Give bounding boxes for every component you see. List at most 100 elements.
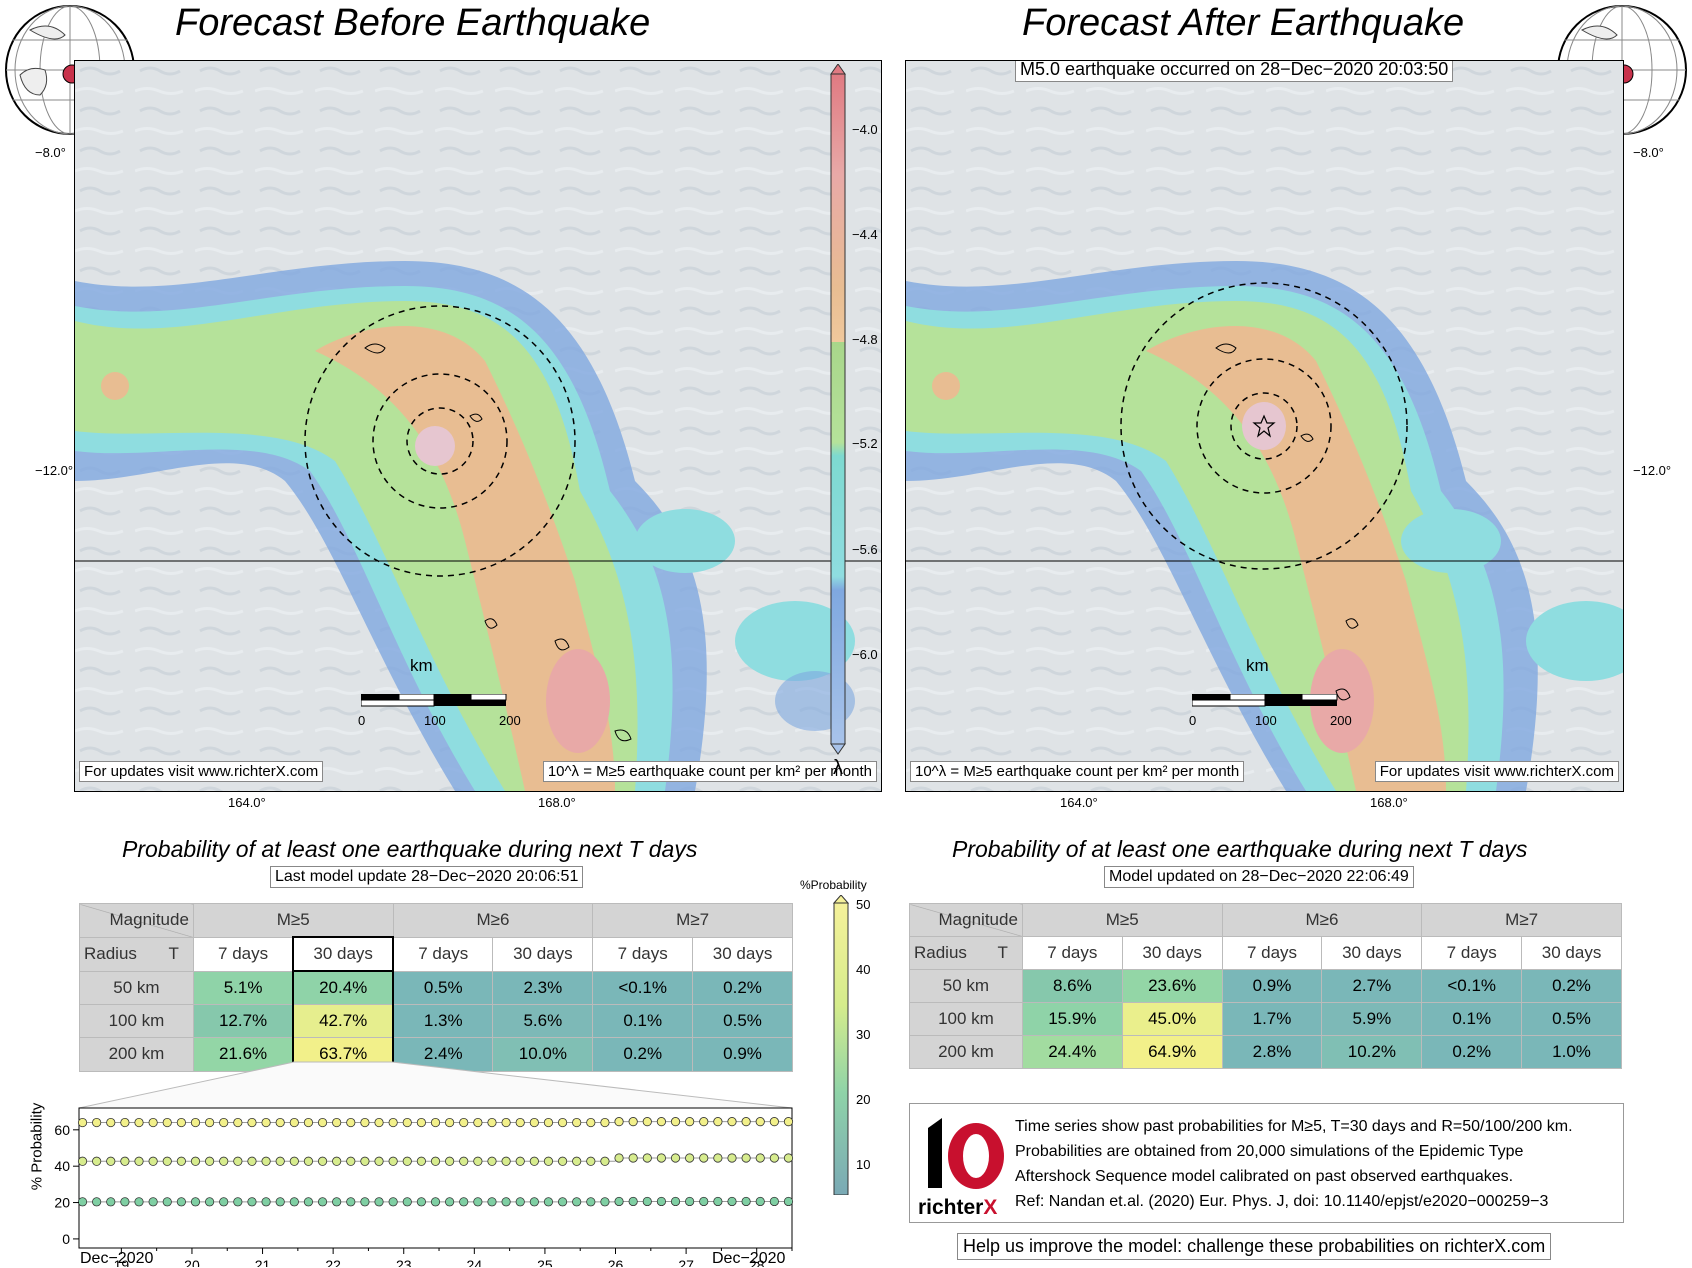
table-row: 50 km 8.6% 23.6% 0.9% 2.7% <0.1% 0.2% (909, 969, 1622, 1003)
richterx-logo-text: richterX (918, 1196, 998, 1219)
ts-data-point (614, 1196, 624, 1207)
right-cell: 2.7% (1321, 969, 1423, 1003)
ts-data-point (233, 1197, 243, 1207)
left-period-1: 30 days (292, 936, 395, 972)
ts-data-point (600, 1156, 610, 1166)
ts-data-point (190, 1197, 201, 1207)
left-map-frame[interactable]: km 0 100 200 For updates visit www.richt… (74, 60, 882, 792)
ts-data-point (459, 1156, 469, 1166)
ts-data-point (543, 1156, 554, 1166)
left-scale-unit: km (410, 656, 433, 675)
left-period-3: 30 days (492, 936, 594, 972)
ts-data-point (727, 1153, 737, 1163)
ts-data-point (741, 1153, 751, 1163)
ts-data-point (572, 1197, 582, 1207)
right-map-frame[interactable]: M5.0 earthquake occurred on 28−Dec−2020 … (905, 60, 1624, 792)
prob-tick-40: 40 (856, 962, 871, 977)
right-probability-table: Magnitude M≥5 M≥6 M≥7 Radius T 7 days 30 … (909, 903, 1622, 1069)
ts-data-point (543, 1117, 554, 1128)
ts-data-point (134, 1197, 144, 1207)
left-radius-200: 200 km (79, 1037, 194, 1072)
time-series-chart: 0 20 40 60 19 20 21 22 23 24 25 26 27 28 (54, 1061, 794, 1267)
left-cell: 0.1% (592, 1004, 694, 1038)
left-cell: <0.1% (592, 970, 694, 1005)
right-lon-label-164: 164.0° (1060, 795, 1098, 810)
ts-data-point (374, 1117, 384, 1128)
left-globe-inset (5, 5, 135, 135)
right-period-1: 30 days (1121, 936, 1223, 970)
right-cell: 0.1% (1421, 1002, 1523, 1036)
ts-data-point (360, 1156, 370, 1166)
right-cell: 2.8% (1221, 1035, 1323, 1069)
right-cell: 0.2% (1421, 1035, 1523, 1069)
ts-data-point (769, 1153, 779, 1163)
info-line-3: Aftershock Sequence model calibrated on … (1015, 1168, 1514, 1185)
prob-tick-20: 20 (856, 1092, 871, 1107)
ts-data-point (727, 1196, 737, 1207)
right-table-title: Probability of at least one earthquake d… (952, 836, 1528, 862)
ts-data-point (402, 1117, 412, 1128)
ts-data-point (586, 1156, 596, 1166)
left-header-m7: M≥7 (592, 903, 793, 938)
left-cell: 0.5% (692, 1004, 793, 1038)
ts-data-point (614, 1117, 624, 1127)
ts-data-point (699, 1196, 709, 1207)
ts-data-point (600, 1117, 610, 1128)
ts-data-point (120, 1117, 130, 1128)
ts-data-point (685, 1196, 695, 1207)
ts-data-point (543, 1197, 554, 1207)
ts-data-point (204, 1197, 215, 1207)
ts-data-point (515, 1197, 525, 1207)
info-box: richterX Time series show past probabili… (909, 1103, 1624, 1223)
ts-data-point (233, 1117, 243, 1128)
ts-data-point (529, 1197, 539, 1207)
ts-data-point (783, 1117, 794, 1127)
ts-data-point (162, 1197, 172, 1207)
lambda-tick-1: −4.4 (852, 227, 878, 242)
ts-data-point (487, 1156, 497, 1166)
lambda-tick-2: −4.8 (852, 332, 878, 347)
ts-data-point (190, 1156, 201, 1166)
ts-data-point (346, 1117, 356, 1128)
ts-xtick-label: 27 (678, 1257, 694, 1267)
ts-data-point (699, 1117, 709, 1127)
ts-data-point (233, 1156, 243, 1166)
ts-data-point (713, 1153, 723, 1163)
ts-data-point (219, 1117, 229, 1128)
ts-data-point (783, 1196, 794, 1207)
right-cell: 64.9% (1121, 1035, 1223, 1069)
footer-cta-link[interactable]: Help us improve the model: challenge the… (957, 1233, 1552, 1260)
left-header-m5: M≥5 (192, 903, 394, 938)
ts-data-point (374, 1156, 384, 1166)
left-cell: 0.2% (692, 970, 793, 1005)
right-map-title: Forecast After Earthquake (1022, 2, 1465, 44)
right-cell: 23.6% (1121, 969, 1223, 1003)
ts-data-point (148, 1197, 158, 1207)
ts-xtick-label: 20 (184, 1257, 200, 1267)
left-map-updates-link[interactable]: For updates visit www.richterX.com (79, 761, 324, 782)
right-cell: 15.9% (1021, 1002, 1123, 1036)
ts-data-point (473, 1117, 483, 1128)
ts-ytick-label: 0 (62, 1231, 70, 1247)
right-period-2: 7 days (1221, 936, 1323, 970)
left-period-0: 7 days (192, 936, 294, 972)
right-cell: <0.1% (1421, 969, 1523, 1003)
right-cell: 8.6% (1021, 969, 1123, 1003)
ts-data-point (656, 1153, 667, 1163)
ts-data-point (459, 1197, 469, 1207)
ts-data-point (346, 1156, 356, 1166)
right-header-m7: M≥7 (1421, 903, 1622, 937)
left-radius-100: 100 km (79, 1004, 194, 1038)
right-radius-200: 200 km (909, 1035, 1023, 1069)
ts-data-point (642, 1153, 652, 1163)
left-cell: 20.4% (292, 970, 395, 1005)
ts-data-point (77, 1197, 88, 1207)
ts-data-point (783, 1153, 794, 1163)
ts-data-point (685, 1117, 695, 1127)
ts-data-point (515, 1117, 525, 1128)
ts-data-point (755, 1196, 765, 1207)
ts-data-point (572, 1156, 582, 1166)
left-cell: 10.0% (492, 1037, 594, 1072)
right-map-canvas (906, 61, 1623, 791)
right-map-updates-link[interactable]: For updates visit www.richterX.com (1374, 761, 1619, 782)
